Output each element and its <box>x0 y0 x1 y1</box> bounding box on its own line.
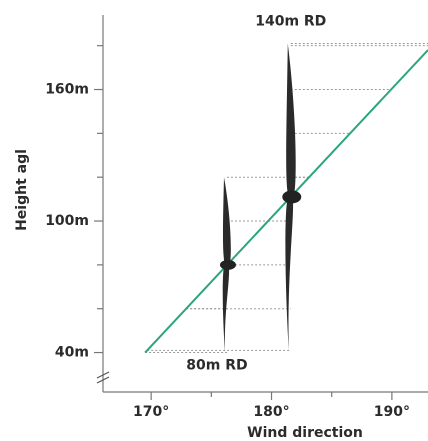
turbine-label: 140m RD <box>255 13 326 29</box>
turbine-hub <box>282 190 302 204</box>
y-tick-label: 40m <box>55 345 89 361</box>
x-tick-label: 170° <box>133 404 169 420</box>
axis-break <box>96 371 110 384</box>
y-tick-label: 100m <box>45 213 89 229</box>
x-tick-label: 180° <box>253 404 289 420</box>
turbine-hub <box>219 259 236 270</box>
turbine-label: 80m RD <box>186 358 247 374</box>
y-tick-label: 160m <box>45 82 89 98</box>
x-tick-label: 190° <box>374 404 410 420</box>
x-axis-title: Wind direction <box>247 425 363 441</box>
y-axis-title: Height agl <box>14 149 30 231</box>
